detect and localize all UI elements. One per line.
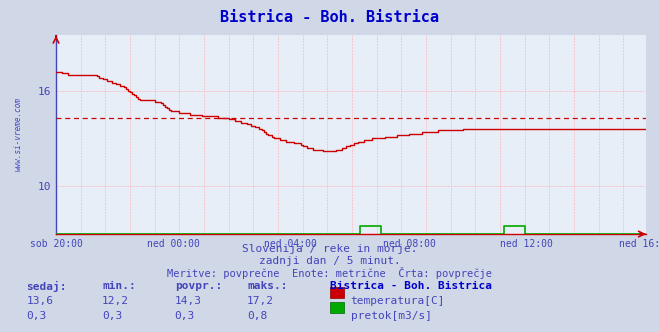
Text: 0,3: 0,3 [102,311,123,321]
Text: sedaj:: sedaj: [26,281,67,291]
Text: www.si-vreme.com: www.si-vreme.com [13,98,22,171]
Text: 14,3: 14,3 [175,296,202,306]
Text: pretok[m3/s]: pretok[m3/s] [351,311,432,321]
Text: min.:: min.: [102,281,136,290]
Text: temperatura[C]: temperatura[C] [351,296,445,306]
Text: 13,6: 13,6 [26,296,53,306]
Text: 0,8: 0,8 [247,311,268,321]
Text: 17,2: 17,2 [247,296,274,306]
Text: 12,2: 12,2 [102,296,129,306]
Text: povpr.:: povpr.: [175,281,222,290]
Text: Bistrica - Boh. Bistrica: Bistrica - Boh. Bistrica [330,281,492,290]
Text: 0,3: 0,3 [26,311,47,321]
Text: Bistrica - Boh. Bistrica: Bistrica - Boh. Bistrica [220,10,439,25]
Text: Slovenija / reke in morje.: Slovenija / reke in morje. [242,244,417,254]
Text: maks.:: maks.: [247,281,287,290]
Text: 0,3: 0,3 [175,311,195,321]
Text: zadnji dan / 5 minut.: zadnji dan / 5 minut. [258,256,401,266]
Text: Meritve: povprečne  Enote: metrične  Črta: povprečje: Meritve: povprečne Enote: metrične Črta:… [167,267,492,279]
